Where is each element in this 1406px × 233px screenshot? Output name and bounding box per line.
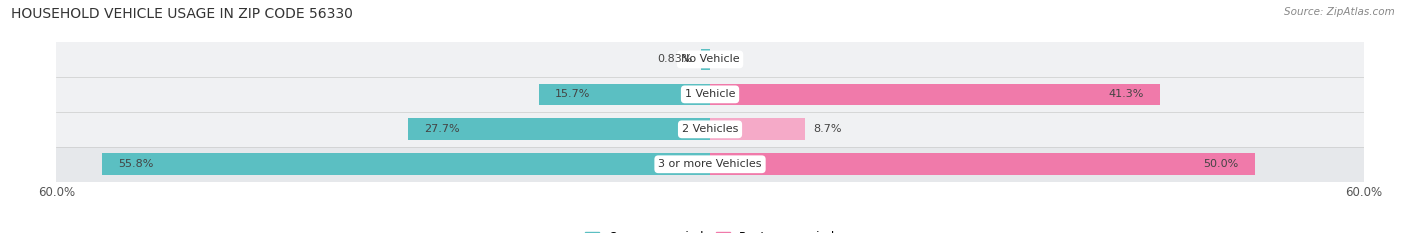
Text: 41.3%: 41.3% bbox=[1108, 89, 1143, 99]
Text: 15.7%: 15.7% bbox=[555, 89, 591, 99]
Text: 1 Vehicle: 1 Vehicle bbox=[685, 89, 735, 99]
Text: 50.0%: 50.0% bbox=[1204, 159, 1239, 169]
Bar bbox=[702, 49, 710, 70]
Bar bbox=[56, 42, 1364, 77]
Text: 2 Vehicles: 2 Vehicles bbox=[682, 124, 738, 134]
Bar bbox=[56, 77, 1364, 112]
Text: 27.7%: 27.7% bbox=[425, 124, 460, 134]
Bar bbox=[710, 118, 804, 140]
Bar bbox=[56, 112, 1364, 147]
Bar bbox=[538, 83, 710, 105]
Bar bbox=[710, 83, 1160, 105]
Bar bbox=[710, 154, 1256, 175]
Bar bbox=[103, 154, 710, 175]
Bar bbox=[408, 118, 710, 140]
Text: No Vehicle: No Vehicle bbox=[681, 55, 740, 64]
Text: Source: ZipAtlas.com: Source: ZipAtlas.com bbox=[1284, 7, 1395, 17]
Legend: Owner-occupied, Renter-occupied: Owner-occupied, Renter-occupied bbox=[579, 226, 841, 233]
Text: HOUSEHOLD VEHICLE USAGE IN ZIP CODE 56330: HOUSEHOLD VEHICLE USAGE IN ZIP CODE 5633… bbox=[11, 7, 353, 21]
Text: 8.7%: 8.7% bbox=[814, 124, 842, 134]
Bar bbox=[56, 147, 1364, 182]
Text: 55.8%: 55.8% bbox=[118, 159, 153, 169]
Text: 3 or more Vehicles: 3 or more Vehicles bbox=[658, 159, 762, 169]
Text: 0.83%: 0.83% bbox=[657, 55, 692, 64]
